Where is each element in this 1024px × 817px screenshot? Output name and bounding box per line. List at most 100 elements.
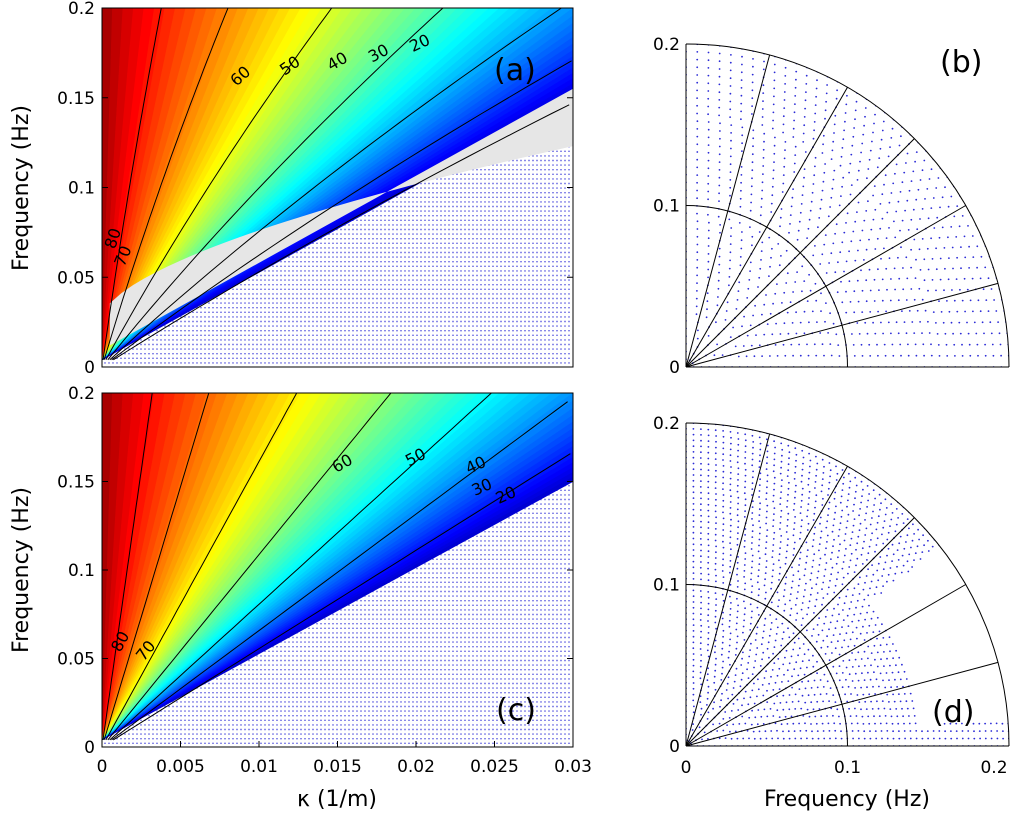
spectral-dot [783, 99, 786, 101]
spectral-dot [841, 147, 844, 149]
spectral-dot [943, 289, 945, 292]
spectral-dot [749, 261, 752, 264]
spectral-dot [851, 531, 854, 533]
spectral-dot [740, 189, 742, 192]
spectral-dot [803, 673, 806, 676]
spectral-dot [839, 522, 842, 525]
spectral-dot [758, 730, 761, 733]
spectral-dot [841, 241, 844, 244]
spectral-dot [729, 730, 731, 733]
spectral-dot [902, 564, 905, 567]
spectral-dot [876, 700, 878, 703]
spectral-dot [752, 314, 754, 317]
spectral-dot [707, 457, 710, 460]
spectral-dot [718, 83, 721, 86]
spectral-dot [850, 722, 853, 725]
spectral-dot [832, 545, 834, 548]
spectral-dot [729, 608, 732, 610]
spectral-dot [799, 557, 801, 560]
spectral-dot [822, 597, 825, 599]
spectral-dot [696, 97, 698, 99]
spectral-dot [812, 183, 815, 185]
spectral-dot [837, 344, 840, 346]
spectral-dot [953, 215, 956, 218]
spectral-dot [910, 546, 912, 549]
spectral-dot [720, 699, 722, 702]
spectral-dot [888, 257, 891, 260]
spectral-dot [719, 137, 721, 140]
spectral-dot [894, 236, 897, 239]
spectral-dot [744, 498, 747, 501]
spectral-dot [751, 673, 754, 675]
spectral-dot [790, 586, 793, 589]
spectral-dot [700, 491, 702, 494]
spectral-dot [692, 451, 695, 453]
spectral-dot [740, 678, 743, 681]
spectral-dot [744, 433, 747, 436]
spectral-dot [834, 627, 837, 630]
spectral-dot [802, 132, 805, 135]
spectral-dot [803, 116, 806, 118]
spectral-dot [715, 627, 717, 630]
spectral-dot [784, 715, 787, 718]
spectral-dot [950, 226, 953, 228]
spectral-dot [766, 438, 768, 441]
spectral-dot [961, 215, 964, 217]
spectral-dot [792, 509, 795, 511]
spectral-dot [788, 481, 790, 484]
panel-c-xlabel: κ (1/m) [297, 787, 377, 812]
spectral-dot [892, 354, 895, 357]
spectral-dot [883, 707, 886, 710]
spectral-dot [848, 472, 850, 475]
spectral-dot [803, 280, 806, 282]
spectral-dot [707, 463, 710, 466]
spectral-dot [785, 556, 788, 559]
spectral-dot [700, 613, 702, 616]
spectral-dot [766, 480, 769, 483]
spectral-dot [718, 75, 721, 78]
spectral-dot [714, 645, 717, 648]
spectral-dot [787, 627, 789, 630]
spectral-dot [752, 145, 754, 148]
spectral-dot [933, 737, 935, 740]
spectral-dot [758, 344, 761, 347]
spectral-dot [908, 527, 910, 530]
spectral-dot [853, 571, 856, 573]
spectral-dot [863, 639, 866, 641]
spectral-dot [923, 279, 926, 282]
spectral-dot [967, 332, 970, 335]
spectral-dot [874, 113, 876, 116]
spectral-dot [769, 312, 772, 315]
spectral-dot [766, 504, 769, 507]
spectral-dot [891, 127, 894, 130]
spectral-dot [854, 476, 857, 479]
spectral-dot [717, 279, 720, 282]
spectral-dot [762, 694, 765, 697]
spectral-dot [779, 541, 782, 543]
spectral-dot [725, 689, 728, 691]
spectral-dot [715, 435, 717, 437]
spectral-dot [887, 573, 890, 576]
spectral-dot [873, 300, 876, 302]
spectral-dot [700, 532, 702, 534]
spectral-dot [880, 257, 882, 260]
spectral-dot [867, 671, 869, 674]
spectral-dot [782, 694, 785, 697]
spectral-dot [808, 659, 810, 662]
spectral-dot [868, 493, 870, 495]
spectral-dot [858, 333, 861, 335]
contour-line-20 [113, 453, 571, 741]
spectral-dot [835, 672, 838, 675]
spectral-dot [734, 654, 737, 656]
spectral-dot [774, 292, 777, 295]
spectral-dot [946, 355, 949, 357]
spectral-dot [869, 355, 872, 357]
spectral-dot [867, 568, 869, 571]
spectral-dot [706, 718, 709, 720]
spectral-dot [869, 730, 871, 732]
spectral-dot [846, 588, 849, 591]
spectral-dot [772, 715, 775, 717]
spectral-dot [877, 579, 880, 582]
spectral-dot [809, 593, 812, 596]
spectral-dot [718, 91, 721, 94]
